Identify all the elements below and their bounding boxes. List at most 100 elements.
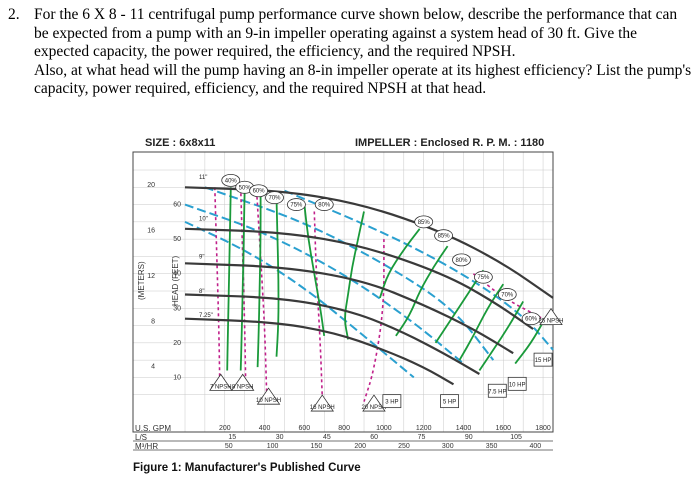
m3hr-tick-label: 200 bbox=[354, 443, 366, 450]
hp-label: 7.5 HP bbox=[488, 389, 506, 395]
meters-tick-label: 20 bbox=[147, 182, 155, 189]
efficiency-bubble bbox=[414, 215, 434, 229]
efficiency-label: 80% bbox=[455, 258, 468, 264]
gpm-tick-label: 1000 bbox=[376, 425, 392, 432]
hp-box bbox=[507, 376, 527, 391]
efficiency-bubble bbox=[265, 191, 284, 205]
curve-layer bbox=[184, 186, 554, 402]
npsh-triangle bbox=[539, 307, 563, 326]
hp-box bbox=[440, 394, 459, 409]
m3hr-label: M³/HR bbox=[135, 442, 158, 451]
power-curve bbox=[284, 189, 554, 351]
meters-tick-label: 16 bbox=[147, 228, 155, 235]
impeller-head-curve bbox=[184, 186, 554, 299]
npsh-label: 25 NPSH bbox=[539, 319, 564, 325]
question-body: For the 6 X 8 - 11 centrifugal pump perf… bbox=[34, 6, 693, 99]
feet-tick-label: 40 bbox=[173, 271, 181, 278]
gpm-tick-label: 1600 bbox=[495, 425, 511, 432]
ls-tick-label: 45 bbox=[323, 434, 331, 441]
m3hr-tick-label: 250 bbox=[398, 443, 410, 450]
meters-tick-label: 4 bbox=[151, 364, 155, 371]
m3hr-tick-label: 400 bbox=[529, 443, 541, 450]
efficiency-bubble bbox=[221, 173, 241, 187]
npsh-curve bbox=[313, 211, 324, 399]
impeller-label: 10" bbox=[199, 216, 208, 222]
npsh-triangle bbox=[256, 387, 281, 405]
power-curve bbox=[184, 220, 415, 379]
hp-box bbox=[533, 352, 553, 367]
impeller-head-curve bbox=[184, 317, 455, 386]
question-paragraph-2: Also, at what head will the pump having … bbox=[34, 61, 692, 98]
ls-tick-label: 15 bbox=[228, 434, 236, 441]
ls-tick-label: 60 bbox=[370, 434, 378, 441]
gpm-tick-label: 800 bbox=[338, 425, 350, 432]
tick-layer: 60 50 40 30 20 10 20 16 12 8 4 200 400 600 800 1000 1200… bbox=[147, 182, 551, 450]
feet-tick-label: 30 bbox=[173, 305, 181, 312]
power-curve bbox=[184, 203, 465, 365]
hp-box bbox=[487, 383, 507, 398]
meters-tick-label: 12 bbox=[147, 273, 155, 280]
npsh-label: 16 NPSH bbox=[310, 405, 335, 411]
npsh-curve bbox=[255, 190, 268, 392]
feet-tick-label: 50 bbox=[173, 236, 181, 243]
efficiency-label: 85% bbox=[418, 220, 431, 226]
question-number: 2. bbox=[8, 6, 20, 23]
ls-tick-label: 105 bbox=[510, 434, 522, 441]
meters-tick-label: 8 bbox=[151, 318, 155, 325]
impeller-label: IMPELLER : Enclosed R. P. M. : 1180 bbox=[355, 137, 544, 149]
hp-label: 10 HP bbox=[509, 382, 526, 388]
m3hr-tick-label: 350 bbox=[486, 443, 498, 450]
meters-axis-label: (METERS) bbox=[137, 261, 146, 300]
gpm-tick-label: 1200 bbox=[416, 425, 432, 432]
impeller-label: 8" bbox=[199, 289, 204, 295]
gpm-tick-label: 400 bbox=[259, 425, 271, 432]
impeller-label: 11" bbox=[199, 175, 207, 181]
efficiency-label: 70% bbox=[269, 196, 282, 202]
npsh-label: 7 NPSH bbox=[210, 384, 232, 390]
hp-label: 5 HP bbox=[443, 400, 456, 406]
efficiency-curve bbox=[344, 211, 365, 340]
efficiency-curve bbox=[275, 197, 280, 357]
m3hr-tick-label: 100 bbox=[267, 443, 279, 450]
efficiency-bubble bbox=[434, 229, 453, 243]
efficiency-label: 60% bbox=[253, 189, 266, 195]
efficiency-bubble bbox=[249, 184, 269, 198]
npsh-triangle bbox=[362, 394, 386, 412]
efficiency-label: 75% bbox=[290, 203, 303, 209]
efficiency-bubble bbox=[497, 288, 517, 301]
efficiency-curve bbox=[395, 245, 449, 337]
feet-tick-label: 60 bbox=[173, 202, 181, 209]
efficiency-label: 85% bbox=[438, 234, 451, 240]
npsh-triangle bbox=[310, 394, 335, 412]
ls-tick-label: 30 bbox=[276, 434, 284, 441]
hp-label: 3 HP bbox=[385, 400, 398, 406]
ls-tick-label: 75 bbox=[418, 434, 426, 441]
efficiency-label: 80% bbox=[318, 203, 331, 209]
impeller-head-curve bbox=[184, 293, 480, 375]
efficiency-label: 40% bbox=[225, 178, 238, 184]
efficiency-curve bbox=[458, 283, 505, 361]
question-block: 2. For the 6 X 8 - 11 centrifugal pump p… bbox=[8, 6, 693, 99]
efficiency-bubble bbox=[314, 198, 334, 211]
size-label: SIZE : 6x8x11 bbox=[145, 137, 215, 149]
figure-caption: Figure 1: Manufacturer's Published Curve bbox=[133, 462, 361, 474]
efficiency-bubble bbox=[473, 270, 493, 284]
label-layer: 11"10"9"8"7.25"40%50%60%70%75% 80%85%85%8… bbox=[199, 173, 564, 412]
m3hr-tick-label: 150 bbox=[311, 443, 323, 450]
gpm-label: U.S. GPM bbox=[135, 424, 171, 433]
efficiency-label: 70% bbox=[501, 292, 514, 298]
question-paragraph-1: For the 6 X 8 - 11 centrifugal pump perf… bbox=[34, 6, 678, 60]
gpm-tick-label: 200 bbox=[219, 425, 231, 432]
m3hr-tick-label: 50 bbox=[225, 443, 233, 450]
npsh-triangle bbox=[209, 373, 233, 391]
npsh-label: 20 NPSH bbox=[361, 405, 386, 411]
efficiency-label: 75% bbox=[477, 275, 490, 281]
gpm-tick-label: 1800 bbox=[535, 425, 551, 432]
feet-axis-label: HEAD (FEET) bbox=[171, 255, 180, 306]
npsh-triangle bbox=[230, 373, 255, 391]
ls-label: L/S bbox=[135, 433, 147, 442]
npsh-label: 8 NPSH bbox=[232, 384, 254, 390]
efficiency-bubble bbox=[452, 253, 471, 267]
